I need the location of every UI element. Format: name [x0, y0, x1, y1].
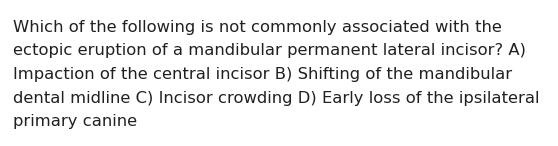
Text: dental midline C) Incisor crowding D) Early loss of the ipsilateral: dental midline C) Incisor crowding D) Ea…: [13, 91, 540, 106]
Text: ectopic eruption of a mandibular permanent lateral incisor? A): ectopic eruption of a mandibular permane…: [13, 44, 526, 59]
Text: Which of the following is not commonly associated with the: Which of the following is not commonly a…: [13, 20, 502, 35]
Text: primary canine: primary canine: [13, 114, 137, 129]
Text: Impaction of the central incisor B) Shifting of the mandibular: Impaction of the central incisor B) Shif…: [13, 67, 512, 82]
